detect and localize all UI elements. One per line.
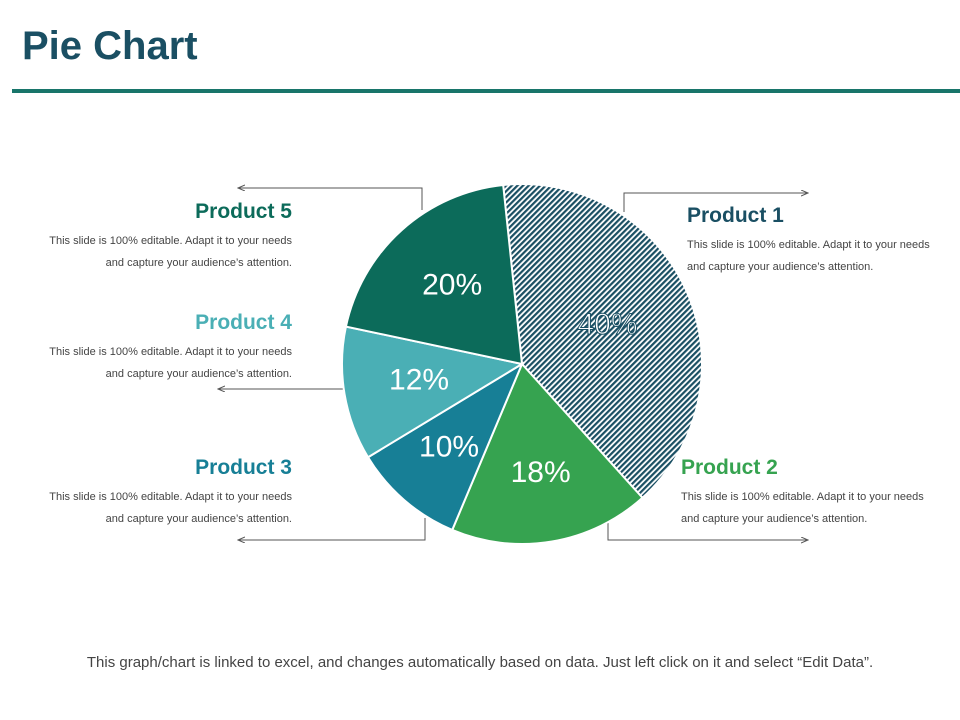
product-5-heading: Product 5 bbox=[195, 200, 292, 223]
callout-arrow-product-3 bbox=[238, 518, 426, 540]
pie-slice-3[interactable] bbox=[366, 361, 525, 532]
product-3-description: This slide is 100% editable. Adapt it to… bbox=[49, 491, 292, 525]
callout-arrows bbox=[218, 188, 808, 540]
legend-product-3: Product 3 This slide is 100% editable. A… bbox=[42, 456, 292, 530]
product-2-description: This slide is 100% editable. Adapt it to… bbox=[681, 491, 924, 525]
footer-note: This graph/chart is linked to excel, and… bbox=[86, 654, 874, 671]
page-title: Pie Chart bbox=[22, 24, 198, 68]
callout-arrow-product-1 bbox=[623, 193, 808, 212]
legend-product-2: Product 2 This slide is 100% editable. A… bbox=[681, 456, 931, 530]
pie-slice-4-value-label: 12% bbox=[389, 363, 449, 396]
pie-slice-1-value-label: 40% bbox=[577, 308, 637, 341]
pie-slice-4[interactable] bbox=[341, 325, 525, 459]
pie-slice-2-value-label: 18% bbox=[511, 456, 571, 489]
legend-product-4: Product 4 This slide is 100% editable. A… bbox=[42, 311, 292, 385]
pie-slice-5[interactable] bbox=[344, 183, 524, 366]
product-1-description: This slide is 100% editable. Adapt it to… bbox=[687, 239, 930, 273]
callout-arrow-product-2 bbox=[607, 520, 808, 540]
product-4-description: This slide is 100% editable. Adapt it to… bbox=[49, 346, 292, 380]
product-5-description: This slide is 100% editable. Adapt it to… bbox=[49, 235, 292, 269]
pie-slice-2[interactable] bbox=[450, 362, 644, 545]
title-divider bbox=[12, 89, 960, 93]
product-4-heading: Product 4 bbox=[195, 311, 292, 334]
pie-slice-3-value-label: 10% bbox=[419, 430, 479, 463]
legend-product-1: Product 1 This slide is 100% editable. A… bbox=[687, 204, 937, 278]
product-1-heading: Product 1 bbox=[687, 204, 784, 227]
product-3-heading: Product 3 bbox=[195, 456, 292, 479]
callout-arrow-product-5 bbox=[238, 188, 423, 210]
legend-product-5: Product 5 This slide is 100% editable. A… bbox=[42, 200, 292, 274]
pie-slice-1[interactable] bbox=[502, 183, 703, 500]
pie-slice-5-value-label: 20% bbox=[422, 268, 482, 301]
product-2-heading: Product 2 bbox=[681, 456, 778, 479]
